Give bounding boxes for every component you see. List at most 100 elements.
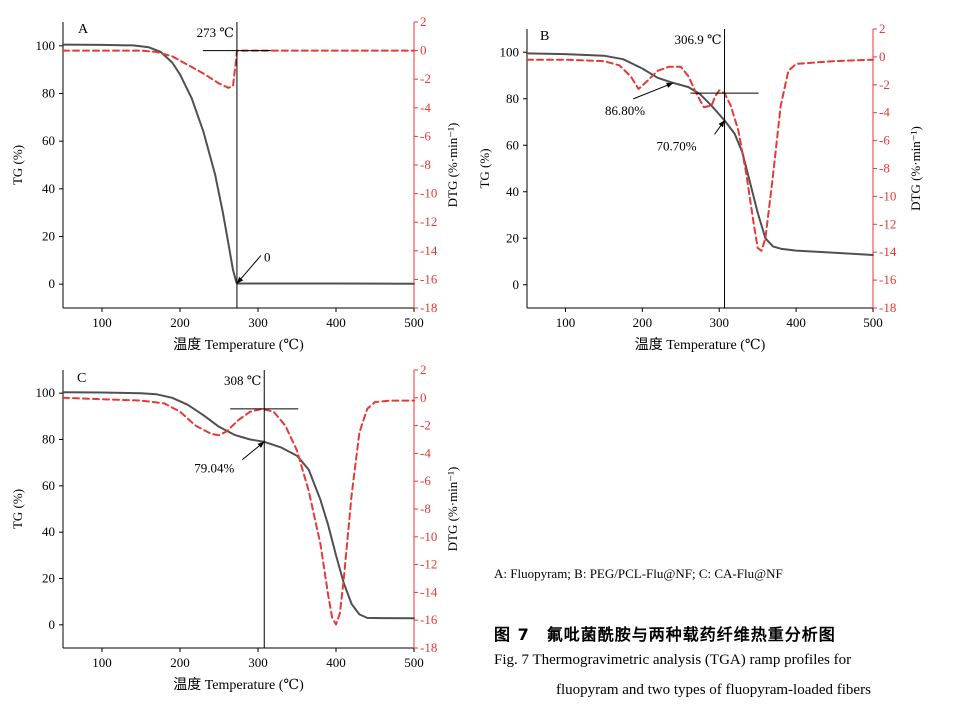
dtg-line (526, 58, 874, 252)
y-right-tick-label: -8 (420, 157, 431, 172)
panel-label: C (77, 371, 86, 386)
tg-line (62, 391, 415, 620)
y-right-tick-label: -18 (420, 300, 437, 315)
y-left-tick-label: 80 (42, 432, 55, 447)
x-tick-label: 200 (170, 315, 190, 330)
x-tick-label: 300 (248, 315, 268, 330)
y-right-tick-label: -8 (420, 501, 431, 516)
chart-panel-c: 100 200 300 400 50002040608010020-2-4-6-8-10… (10, 362, 460, 693)
vline-temperature-label: 308 ℃ (224, 373, 261, 388)
y-right-tick-label: -12 (879, 216, 896, 231)
panel-label: B (540, 29, 549, 44)
y-axis-right-label: DTG (%·min⁻¹) (445, 123, 460, 208)
y-left-tick-label: 100 (36, 38, 56, 53)
y-left-tick-label: 0 (513, 277, 520, 292)
annotation-value-label: 79.04% (194, 461, 234, 476)
y-left-tick-label: 40 (506, 184, 519, 199)
y-left-tick-label: 100 (500, 44, 520, 59)
y-right-tick-label: -14 (879, 244, 897, 259)
x-axis-label: 温度 Temperature (℃) (173, 677, 304, 693)
y-axis-left-label: TG (%) (477, 148, 492, 188)
y-axis-left-label: TG (%) (10, 145, 25, 185)
x-tick-label: 300 (248, 655, 268, 670)
y-right-tick-label: 2 (879, 21, 886, 36)
y-right-tick-label: -8 (879, 161, 890, 176)
y-right-tick-label: 2 (420, 362, 427, 377)
panel-label: A (78, 22, 89, 37)
chart-panel-a: 100 200 300 400 50002040608010020-2-4-6-8-10… (10, 14, 460, 353)
dtg-line (62, 396, 415, 626)
y-right-tick-label: -2 (879, 77, 890, 92)
x-tick-label: 100 (556, 315, 576, 330)
y-left-tick-label: 60 (42, 478, 55, 493)
y-left-tick-label: 60 (506, 137, 519, 152)
y-right-tick-label: -16 (420, 612, 438, 627)
x-axis-label: 温度 Temperature (℃) (635, 337, 766, 353)
y-right-tick-label: -4 (420, 100, 431, 115)
tg-line (526, 52, 874, 256)
caption-english-line2: fluopyram and two types of fluopyram-loa… (556, 682, 871, 698)
y-right-tick-label: -6 (420, 473, 431, 488)
x-tick-label: 500 (863, 315, 883, 330)
y-left-tick-label: 100 (36, 385, 56, 400)
y-right-tick-label: -14 (420, 584, 438, 599)
y-right-tick-label: 0 (879, 49, 886, 64)
x-tick-label: 500 (404, 315, 424, 330)
annotation-arrow-head (236, 276, 244, 284)
y-right-tick-label: -2 (420, 418, 431, 433)
y-right-tick-label: -10 (420, 529, 437, 544)
y-right-tick-label: -16 (879, 272, 897, 287)
annotation-value-label: 0 (264, 249, 271, 264)
y-left-tick-label: 80 (42, 86, 55, 101)
y-left-tick-label: 20 (42, 229, 55, 244)
x-tick-label: 100 (92, 315, 112, 330)
y-right-tick-label: -4 (879, 105, 890, 120)
y-right-tick-label: -6 (420, 128, 431, 143)
caption-english-line1: Fig. 7 Thermogravimetric analysis (TGA) … (494, 652, 852, 668)
x-tick-label: 400 (326, 315, 346, 330)
x-tick-label: 500 (404, 655, 424, 670)
tg-line (62, 43, 415, 285)
x-tick-label: 200 (170, 655, 190, 670)
y-right-tick-label: 0 (420, 390, 427, 405)
vline-temperature-label: 273 ℃ (197, 25, 234, 40)
y-right-tick-label: -2 (420, 71, 431, 86)
y-axis-right-label: DTG (%·min⁻¹) (445, 467, 460, 552)
annotation-arrow-head (257, 441, 265, 448)
dtg-line (62, 49, 415, 89)
caption-chinese: 图 7 氟吡菌酰胺与两种载药纤维热重分析图 (494, 625, 836, 644)
y-right-tick-label: -10 (879, 188, 896, 203)
y-left-tick-label: 20 (506, 230, 519, 245)
y-right-tick-label: -12 (420, 557, 437, 572)
y-right-tick-label: -16 (420, 271, 438, 286)
x-tick-label: 100 (92, 655, 112, 670)
y-axis-left-label: TG (%) (10, 489, 25, 529)
panel-legend-note: A: Fluopyram; B: PEG/PCL-Flu@NF; C: CA-F… (494, 566, 783, 581)
y-right-tick-label: -10 (420, 186, 437, 201)
chart-panel-b: 100 200 300 400 50002040608010020-2-4-6-8-10… (477, 21, 923, 353)
y-left-tick-label: 60 (42, 133, 55, 148)
y-left-tick-label: 40 (42, 181, 55, 196)
y-right-tick-label: -18 (879, 300, 896, 315)
annotation-value-label: 86.80% (605, 103, 645, 118)
x-tick-label: 200 (633, 315, 653, 330)
y-axis-right-label: DTG (%·min⁻¹) (908, 126, 923, 211)
y-right-tick-label: -4 (420, 445, 431, 460)
annotation-arrow-line (632, 82, 674, 100)
x-tick-label: 300 (709, 315, 729, 330)
x-tick-label: 400 (786, 315, 806, 330)
y-right-tick-label: -12 (420, 214, 437, 229)
y-left-tick-label: 20 (42, 571, 55, 586)
y-right-tick-label: 0 (420, 43, 427, 58)
y-left-tick-label: 0 (49, 276, 56, 291)
x-axis-label: 温度 Temperature (℃) (173, 337, 304, 353)
y-left-tick-label: 80 (506, 91, 519, 106)
y-right-tick-label: -18 (420, 640, 437, 655)
y-right-tick-label: -6 (879, 133, 890, 148)
annotation-value-label: 70.70% (656, 138, 696, 153)
annotation-arrow-head (666, 82, 674, 88)
y-right-tick-label: 2 (420, 14, 427, 29)
y-right-tick-label: -14 (420, 243, 438, 258)
vline-temperature-label: 306.9 ℃ (674, 32, 721, 47)
